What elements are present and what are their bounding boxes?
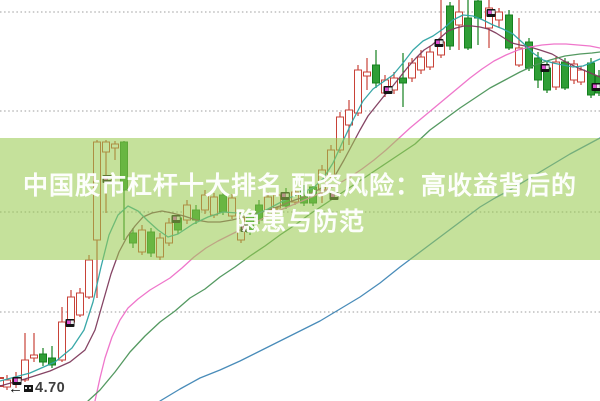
left-arrow-icon: ← (8, 379, 23, 397)
candle-up (76, 292, 84, 316)
candle-down (399, 77, 407, 84)
headline-overlay: 中国股市杠杆十大排名 配资风险：高收益背后的 隐患与防范 (0, 168, 600, 240)
candle-down (39, 353, 47, 363)
headline-band (0, 138, 600, 260)
candle-down (474, 0, 482, 19)
candle-down (446, 5, 454, 47)
candle-up (30, 354, 38, 359)
candle-up (417, 56, 425, 71)
candle-up (58, 321, 66, 361)
candle-down (372, 64, 380, 84)
candle-up (515, 47, 523, 66)
candle-up (21, 359, 29, 381)
candle-up (485, 7, 493, 29)
candle-up (363, 71, 371, 77)
candle-up (67, 296, 75, 323)
candle-up (354, 69, 362, 114)
price-label: 4.70 (35, 380, 66, 396)
candle-up (552, 61, 560, 88)
candle-up (345, 109, 353, 126)
candle-down (534, 57, 542, 81)
headline-line2: 隐患与防范 (234, 208, 365, 236)
signal-chip-icon (24, 384, 33, 392)
headline-line1: 中国股市杠杆十大排名 配资风险：高收益背后的 (23, 172, 577, 200)
price-label-group: ← 4.70 (8, 379, 65, 397)
candle-up (426, 51, 434, 68)
candle-up (577, 69, 585, 83)
candle-up (85, 259, 93, 298)
candle-down (464, 17, 472, 49)
candle-up (495, 11, 503, 21)
